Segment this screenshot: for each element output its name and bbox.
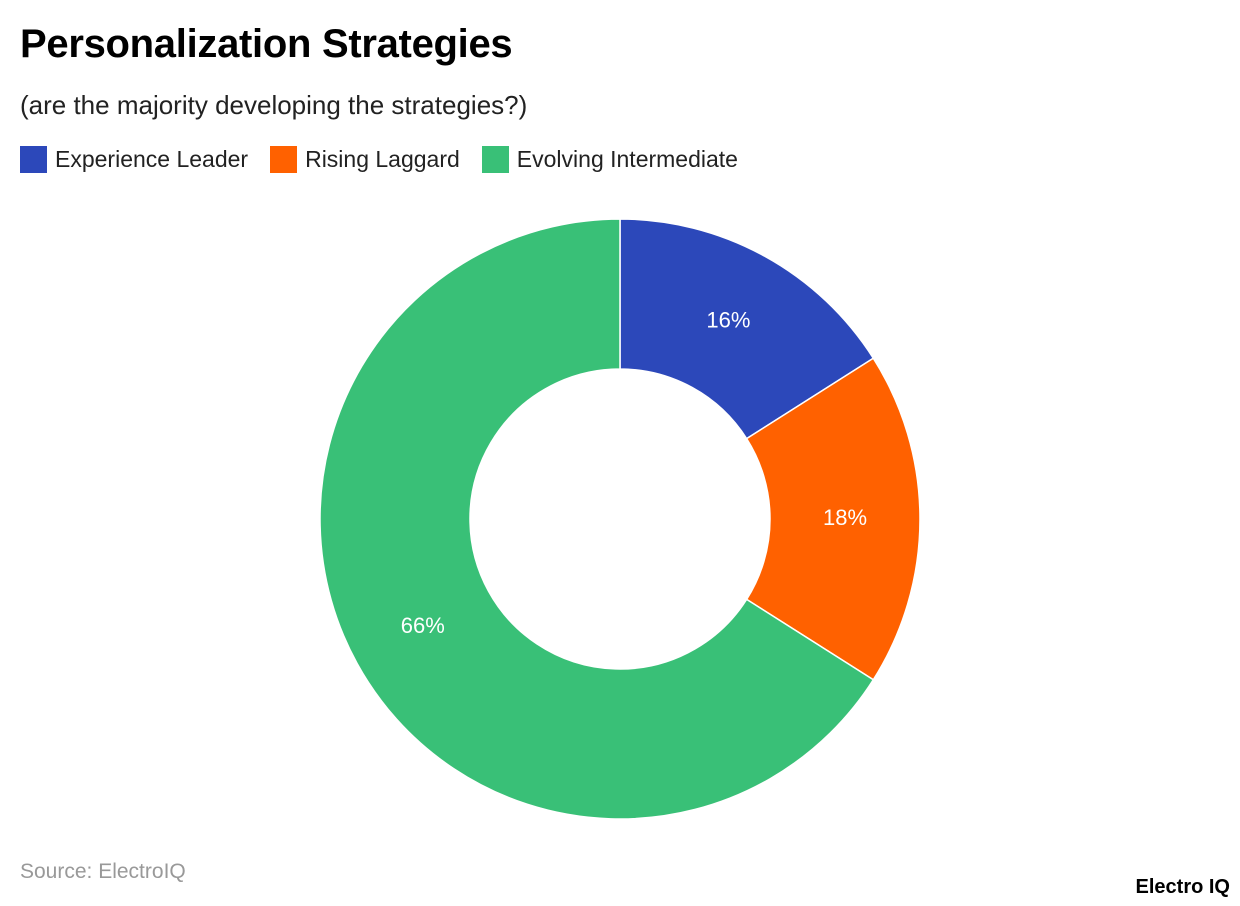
slice-label: 18%	[823, 505, 867, 530]
legend-item-evolving-intermediate: Evolving Intermediate	[481, 146, 738, 173]
legend-label: Evolving Intermediate	[516, 146, 738, 172]
slice-label: 66%	[401, 613, 445, 638]
legend: Experience Leader Rising Laggard Evolvin…	[20, 146, 738, 173]
legend-item-rising-laggard: Rising Laggard	[270, 146, 460, 173]
brand-logo: Electro IQ	[1135, 876, 1230, 898]
source-note: Source: ElectroIQ	[20, 860, 186, 883]
legend-swatch	[481, 146, 509, 173]
donut-slice-evolving-intermediate	[319, 218, 875, 820]
donut-slice-experience-leader	[619, 218, 875, 440]
legend-swatch	[270, 146, 298, 173]
chart-title: Personalization Strategies	[20, 22, 513, 66]
legend-label: Rising Laggard	[305, 146, 460, 172]
slice-label: 16%	[706, 308, 750, 333]
legend-swatch	[20, 146, 47, 173]
chart-subtitle: (are the majority developing the strateg…	[20, 90, 528, 120]
donut-slice-rising-laggard	[745, 357, 921, 681]
legend-label: Experience Leader	[55, 146, 249, 172]
legend-item-experience-leader: Experience Leader	[20, 146, 248, 173]
